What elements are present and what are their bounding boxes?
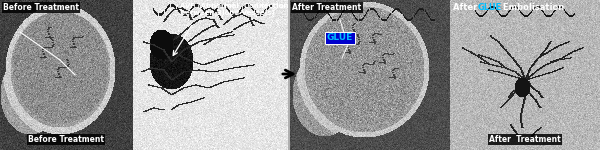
Text: AVF (Abnormal  Connection
between Blood Vessels): AVF (Abnormal Connection between Blood V…: [180, 3, 289, 16]
Bar: [288, 0, 290, 150]
Text: After  Treatment: After Treatment: [489, 135, 561, 144]
Text: After Treatment: After Treatment: [292, 3, 361, 12]
Text: GLUE: GLUE: [478, 3, 502, 12]
Text: Before Treatment: Before Treatment: [28, 135, 104, 144]
Text: GLUE: GLUE: [327, 33, 353, 42]
Text: Embolisation: Embolisation: [500, 3, 564, 12]
Text: After: After: [453, 3, 480, 12]
Text: Before Treatment: Before Treatment: [3, 3, 79, 12]
